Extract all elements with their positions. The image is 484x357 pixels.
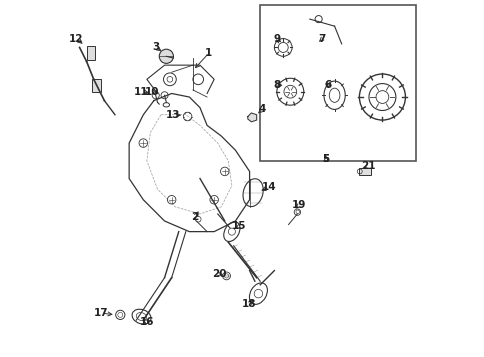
Text: 5: 5: [321, 154, 329, 164]
Text: 5: 5: [322, 154, 329, 164]
Text: 8: 8: [273, 80, 280, 90]
Text: 21: 21: [360, 161, 375, 171]
Bar: [92, 79, 101, 92]
Ellipse shape: [132, 309, 151, 324]
Text: 13: 13: [166, 110, 181, 120]
Bar: [260, 5, 415, 161]
Text: 17: 17: [93, 308, 108, 318]
Polygon shape: [147, 65, 214, 94]
Text: 19: 19: [291, 200, 306, 210]
Polygon shape: [129, 94, 249, 232]
Polygon shape: [247, 113, 256, 122]
Text: 18: 18: [241, 299, 256, 309]
Text: 16: 16: [139, 317, 154, 327]
Text: 2: 2: [191, 212, 198, 222]
Text: 7: 7: [318, 34, 325, 44]
Text: 11: 11: [134, 87, 149, 97]
Text: 12: 12: [69, 34, 83, 44]
Text: 1: 1: [205, 48, 212, 58]
Text: 15: 15: [231, 221, 246, 231]
Text: 6: 6: [324, 80, 331, 90]
Text: 4: 4: [258, 105, 265, 115]
Text: 14: 14: [261, 182, 276, 192]
Text: 10: 10: [145, 87, 159, 97]
Text: 9: 9: [273, 34, 280, 44]
Bar: [87, 46, 95, 60]
Text: 20: 20: [212, 269, 226, 279]
Bar: [359, 168, 370, 175]
Circle shape: [159, 49, 173, 64]
Text: 3: 3: [152, 42, 159, 52]
